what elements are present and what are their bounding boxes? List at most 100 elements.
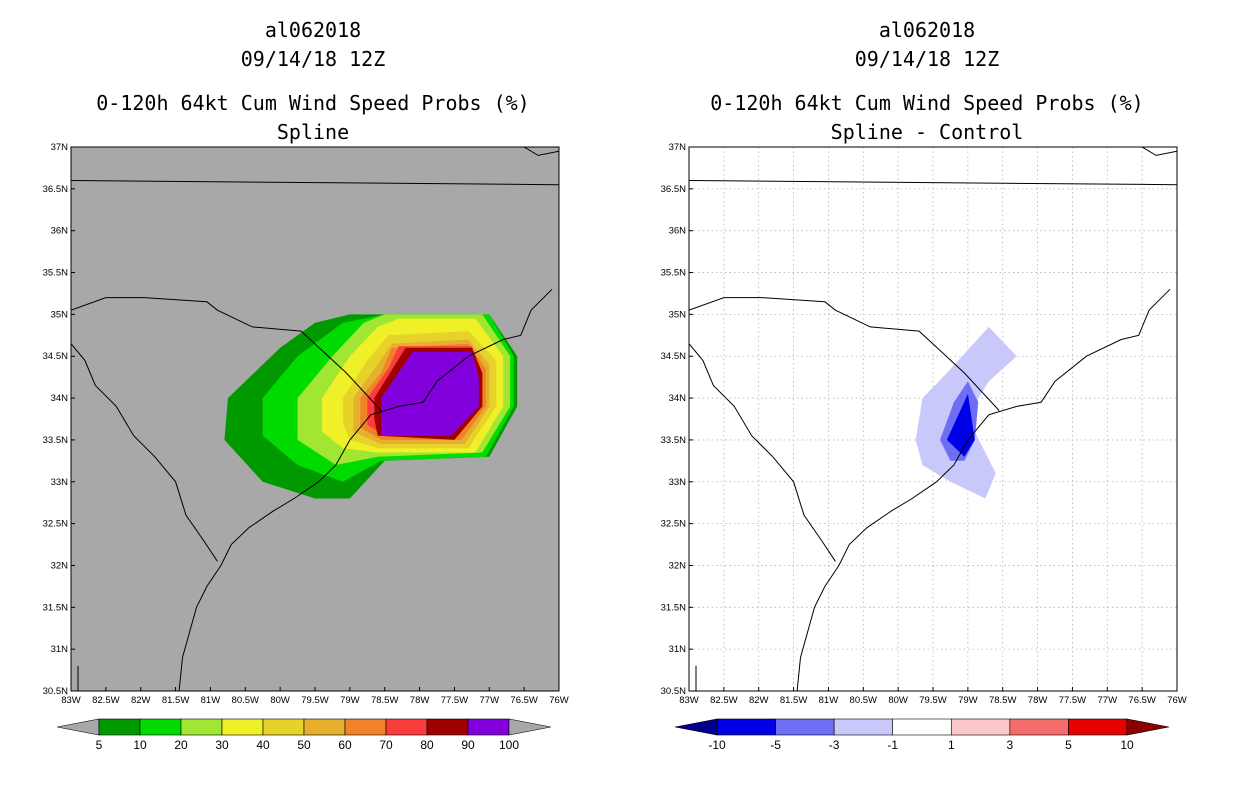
colorbar-label: -3 xyxy=(829,738,840,752)
y-tick-label: 35N xyxy=(51,309,69,320)
x-tick-label: 77W xyxy=(1098,695,1118,706)
colorbar-label: -1 xyxy=(887,738,898,752)
x-tick-label: 79.5W xyxy=(919,695,946,706)
state-border-nc-sc xyxy=(689,297,1000,411)
colorbar-label: 40 xyxy=(256,738,270,752)
coastline xyxy=(796,288,1171,691)
y-tick-label: 31N xyxy=(51,644,69,655)
y-tick-label: 36N xyxy=(51,226,69,237)
colorbar-swatch xyxy=(1009,718,1069,736)
left-title-date: 09/14/18 12Z xyxy=(241,47,386,71)
right-title-product: 0-120h 64kt Cum Wind Speed Probs (%) xyxy=(710,91,1143,115)
x-tick-label: 78.5W xyxy=(989,695,1016,706)
x-tick-label: 80W xyxy=(270,695,290,706)
colorbar-label: 20 xyxy=(174,738,188,752)
x-tick-label: 83W xyxy=(61,695,81,706)
y-tick-label: 35.5N xyxy=(661,268,686,279)
x-tick-label: 79W xyxy=(958,695,978,706)
x-tick-label: 77.5W xyxy=(441,695,468,706)
x-tick-label: 81W xyxy=(819,695,839,706)
x-tick-label: 82W xyxy=(749,695,769,706)
x-tick-label: 80W xyxy=(888,695,908,706)
left-title-storm-id: al062018 xyxy=(265,18,361,42)
colorbar-swatch xyxy=(1068,718,1128,736)
y-tick-label: 32N xyxy=(51,560,69,571)
x-tick-label: 81W xyxy=(201,695,221,706)
colorbar-swatch xyxy=(344,718,387,736)
y-tick-label: 37N xyxy=(51,142,69,153)
y-tick-label: 32.5N xyxy=(661,519,686,530)
colorbar-label: 90 xyxy=(461,738,475,752)
y-tick-label: 36N xyxy=(669,226,687,237)
y-tick-label: 33.5N xyxy=(661,435,686,446)
colorbar-label: -10 xyxy=(708,738,726,752)
y-tick-label: 34.5N xyxy=(661,351,686,362)
state-border-va-nc xyxy=(689,180,1177,186)
x-tick-label: 76.5W xyxy=(1128,695,1155,706)
state-border-nc-sc xyxy=(71,297,382,411)
x-tick-label: 76W xyxy=(549,695,569,706)
y-tick-label: 34N xyxy=(51,393,69,404)
x-tick-label: 79W xyxy=(340,695,360,706)
colorbar-swatch xyxy=(180,718,223,736)
x-tick-label: 77W xyxy=(480,695,500,706)
colorbar-label: 100 xyxy=(499,738,519,752)
y-tick-label: 32N xyxy=(669,560,687,571)
colorbar-swatch xyxy=(426,718,469,736)
y-tick-label: 33N xyxy=(51,477,69,488)
y-tick-label: 31N xyxy=(669,644,687,655)
colorbar-under-triangle xyxy=(56,718,100,736)
x-tick-label: 79.5W xyxy=(301,695,328,706)
colorbar-swatch xyxy=(221,718,264,736)
state-border-sc-ga xyxy=(689,343,836,562)
colorbar-label: 10 xyxy=(133,738,147,752)
colorbar-label: 1 xyxy=(948,738,955,752)
colorbar-swatch xyxy=(385,718,428,736)
y-tick-label: 33N xyxy=(669,477,687,488)
chesapeake-shoreline xyxy=(1141,147,1177,156)
colorbar-label: 5 xyxy=(1065,738,1072,752)
right-title-storm-id: al062018 xyxy=(879,18,975,42)
x-tick-label: 82.5W xyxy=(92,695,119,706)
x-tick-label: 82.5W xyxy=(710,695,737,706)
colorbar-label: 60 xyxy=(338,738,352,752)
x-tick-label: 76.5W xyxy=(510,695,537,706)
x-tick-label: 82W xyxy=(131,695,151,706)
x-tick-label: 78W xyxy=(410,695,430,706)
right-colorbar: -10 -5 -3 -1 1 3 5 10 xyxy=(674,718,1170,752)
x-tick-label: 76W xyxy=(1167,695,1187,706)
x-tick-label: 77.5W xyxy=(1059,695,1086,706)
colorbar-swatch xyxy=(892,718,952,736)
colorbar-label: 30 xyxy=(215,738,229,752)
colorbar-swatch xyxy=(467,718,510,736)
colorbar-swatch xyxy=(775,718,835,736)
colorbar-label: 80 xyxy=(420,738,434,752)
right-map-panel: 83W 82.5W 82W 81.5W 81W 80.5W 80W 79.5W 79W 78.5W… xyxy=(661,142,1187,706)
chesapeake-shoreline xyxy=(523,147,559,156)
coastline xyxy=(178,288,553,691)
y-tick-label: 34N xyxy=(669,393,687,404)
y-tick-label: 35.5N xyxy=(43,268,68,279)
y-tick-label: 31.5N xyxy=(661,602,686,613)
x-tick-label: 83W xyxy=(679,695,699,706)
x-tick-label: 81.5W xyxy=(780,695,807,706)
left-colorbar: 5 10 20 30 40 50 60 70 80 90 100 xyxy=(56,718,552,752)
y-tick-label: 35N xyxy=(669,309,687,320)
y-tick-label: 37N xyxy=(669,142,687,153)
state-border-va-nc xyxy=(71,180,559,186)
left-title-product: 0-120h 64kt Cum Wind Speed Probs (%) xyxy=(96,91,529,115)
colorbar-label: 3 xyxy=(1007,738,1014,752)
y-tick-label: 31.5N xyxy=(43,602,68,613)
colorbar-label: 5 xyxy=(96,738,103,752)
colorbar-swatch xyxy=(139,718,182,736)
y-tick-label: 36.5N xyxy=(661,184,686,195)
y-tick-label: 30.5N xyxy=(661,686,686,697)
right-title-method: Spline - Control xyxy=(831,120,1024,144)
colorbar-swatch xyxy=(262,718,305,736)
right-title-date: 09/14/18 12Z xyxy=(855,47,1000,71)
colorbar-swatch xyxy=(98,718,141,736)
y-tick-label: 32.5N xyxy=(43,519,68,530)
colorbar-label: 10 xyxy=(1120,738,1134,752)
x-tick-label: 78.5W xyxy=(371,695,398,706)
